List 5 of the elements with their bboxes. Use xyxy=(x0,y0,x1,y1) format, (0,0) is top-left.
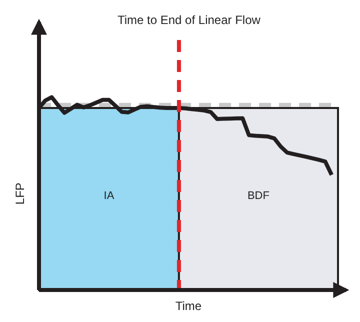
series-label: BDF xyxy=(247,190,270,202)
y-axis-title: LFP xyxy=(13,182,27,205)
series-label: IA xyxy=(104,190,115,202)
x-axis-title: Time xyxy=(175,299,202,313)
text: Time to End of Linear Flow xyxy=(117,13,260,27)
